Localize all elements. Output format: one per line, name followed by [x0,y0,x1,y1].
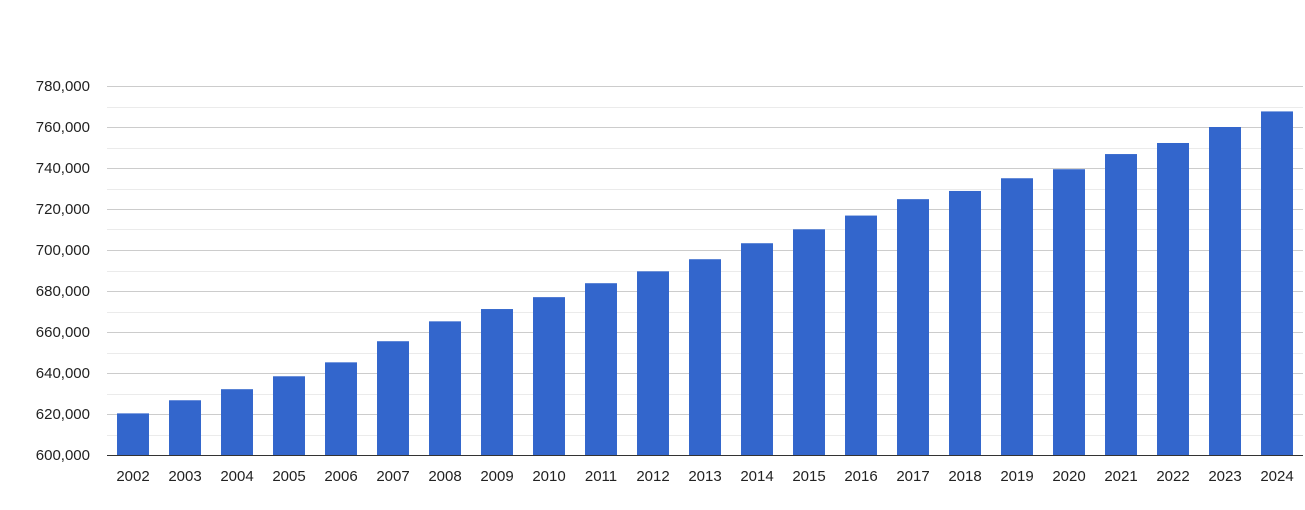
x-tick-label: 2012 [636,468,669,485]
bar [377,341,409,455]
x-tick-label: 2022 [1156,468,1189,485]
bar [897,199,929,455]
x-tick-label: 2014 [740,468,773,485]
x-tick-label: 2004 [220,468,253,485]
y-tick-label: 680,000 [36,283,90,300]
y-tick-label: 740,000 [36,160,90,177]
bar [793,229,825,455]
x-tick-label: 2003 [168,468,201,485]
x-tick-label: 2015 [792,468,825,485]
bar [429,321,461,455]
x-tick-label: 2013 [688,468,721,485]
bar [169,400,201,455]
x-tick-label: 2006 [324,468,357,485]
x-tick-label: 2021 [1104,468,1137,485]
x-tick-label: 2007 [376,468,409,485]
bar [221,389,253,455]
x-tick-label: 2019 [1000,468,1033,485]
x-tick-label: 2010 [532,468,565,485]
x-tick-label: 2024 [1260,468,1293,485]
y-tick-label: 620,000 [36,406,90,423]
x-tick-label: 2017 [896,468,929,485]
bar [1053,169,1085,456]
bar [1157,142,1189,456]
bar [533,297,565,455]
bar [741,243,773,455]
y-tick-label: 640,000 [36,365,90,382]
x-tick-label: 2008 [428,468,461,485]
y-tick-label: 760,000 [36,119,90,136]
bar [1001,178,1033,455]
y-tick-label: 780,000 [36,78,90,95]
bar [273,376,305,455]
x-axis: 2002 2003 2004 2005 2006 2007 2008 2009 2010 2011… [107,455,1303,485]
y-tick-label: 600,000 [36,447,90,464]
x-tick-label: 2023 [1208,468,1241,485]
bar [585,283,617,455]
x-tick-label: 2016 [844,468,877,485]
y-tick-label: 700,000 [36,242,90,259]
bar [325,362,357,455]
x-tick-label: 2011 [585,468,617,485]
bar [1209,127,1241,455]
bar [117,413,149,455]
bar [637,271,669,455]
y-tick-label: 660,000 [36,324,90,341]
bar [845,215,877,455]
bar [1105,154,1137,455]
x-tick-label: 2005 [272,468,305,485]
bars [117,111,1293,456]
bar [949,190,981,455]
bar [689,259,721,455]
y-axis: 600,000 620,000 640,000 660,000 680,000 700,0… [36,78,90,464]
bar [1261,111,1293,456]
x-tick-label: 2018 [948,468,981,485]
y-tick-label: 720,000 [36,201,90,218]
x-tick-label: 2002 [116,468,149,485]
x-tick-label: 2009 [480,468,513,485]
x-tick-label: 2020 [1052,468,1085,485]
bar [481,309,513,455]
